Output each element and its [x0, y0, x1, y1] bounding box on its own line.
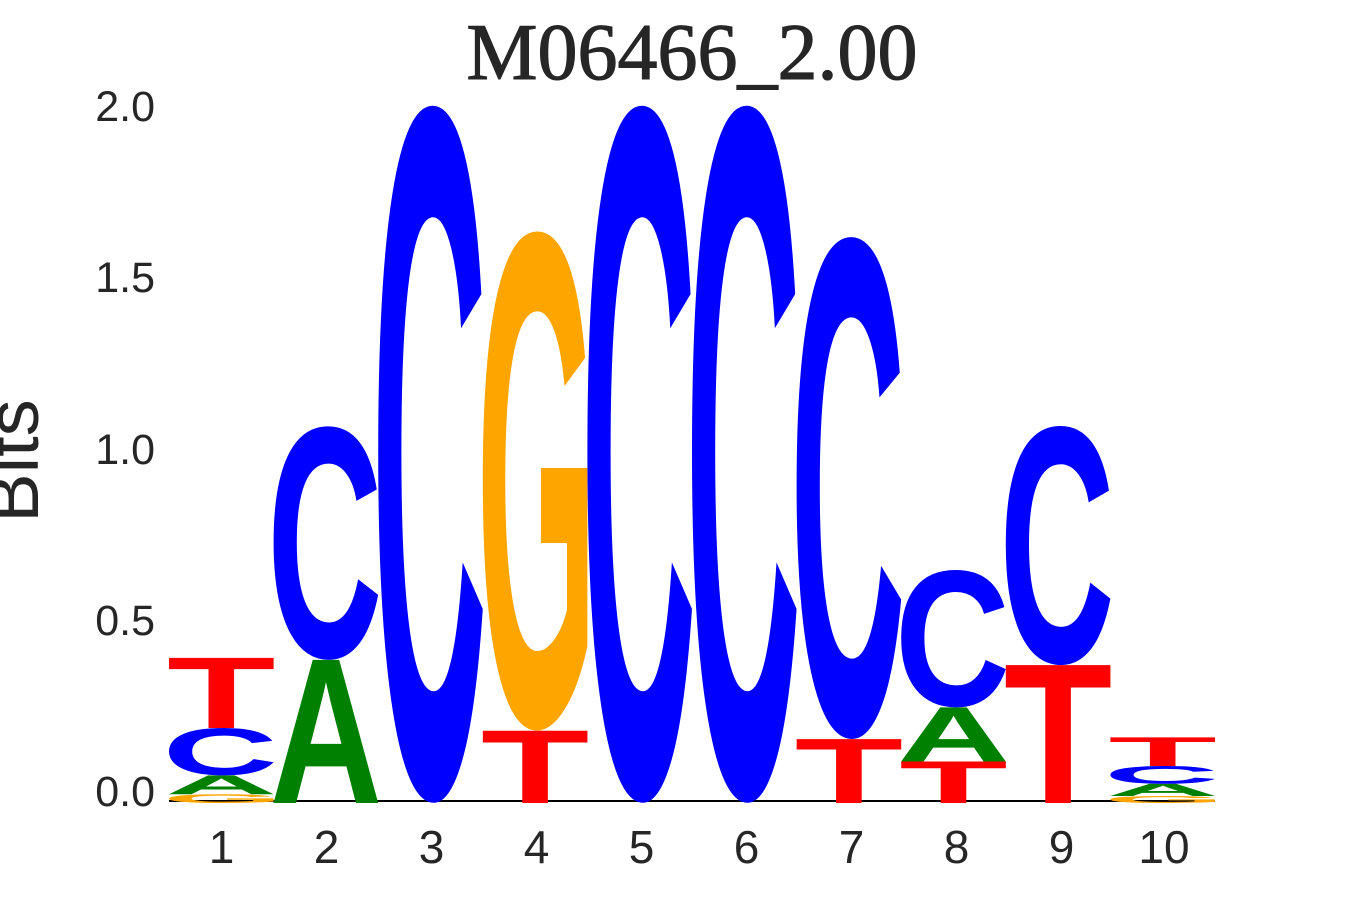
svg-text:C: C [372, 0, 488, 900]
svg-text:C: C [267, 358, 383, 727]
svg-text:T: T [167, 636, 275, 750]
svg-text:C: C [790, 91, 906, 883]
svg-text:C: C [895, 530, 1011, 747]
svg-text:C: C [685, 0, 801, 900]
svg-text:T: T [1108, 729, 1216, 775]
svg-text:G: G [476, 87, 597, 874]
svg-text:C: C [581, 0, 697, 900]
svg-text:C: C [999, 356, 1115, 733]
